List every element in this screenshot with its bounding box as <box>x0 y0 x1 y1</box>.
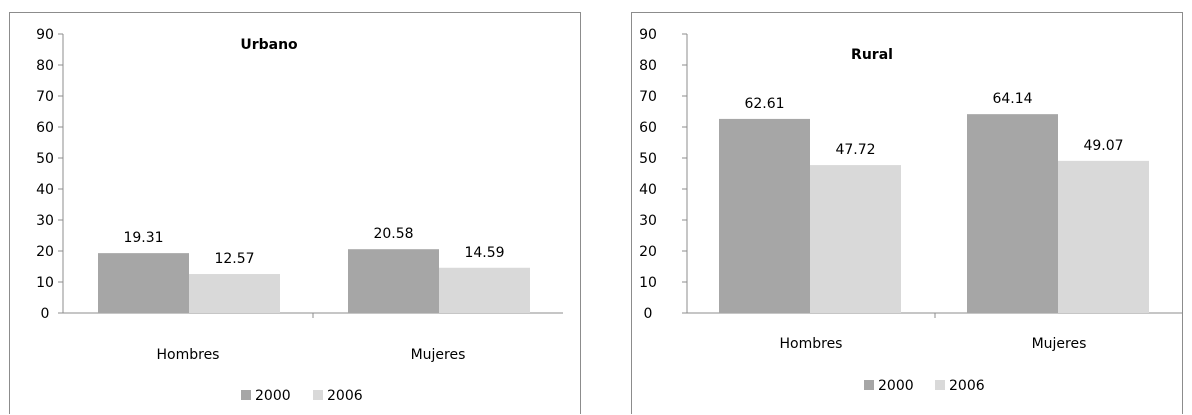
legend-label: 2006 <box>949 378 985 394</box>
data-label: 49.07 <box>1083 138 1123 154</box>
chart-title: Rural <box>851 47 893 63</box>
y-tick-label: 50 <box>36 151 54 167</box>
y-tick-label: 50 <box>639 151 657 167</box>
legend-label: 2000 <box>878 378 914 394</box>
y-tick-label: 80 <box>36 58 54 74</box>
bar-2006-mujeres <box>1058 160 1149 313</box>
y-tick-label: 30 <box>36 213 54 229</box>
bar-2006-mujeres <box>439 267 530 313</box>
chart-urbano: 0 10 20 30 40 50 60 70 80 90 19.31 12.57 Hombres 20.5… <box>36 27 563 404</box>
x-category-label: Hombres <box>780 336 843 352</box>
y-tick-label: 80 <box>639 58 657 74</box>
chart-panel-urbano: 0 10 20 30 40 50 60 70 80 90 19.31 12.57 Hombres 20.5… <box>9 12 581 414</box>
bar-2000-mujeres <box>967 114 1058 313</box>
data-label: 12.57 <box>214 251 254 267</box>
x-category-label: Hombres <box>157 347 220 363</box>
legend-label: 2000 <box>255 388 291 404</box>
y-tick-label: 10 <box>639 275 657 291</box>
y-tick-label: 60 <box>36 120 54 136</box>
legend-label: 2006 <box>327 388 363 404</box>
y-tick-label: 30 <box>639 213 657 229</box>
y-tick-label: 20 <box>639 244 657 260</box>
y-tick-label: 0 <box>644 306 653 322</box>
chart-title: Urbano <box>240 37 298 53</box>
legend-swatch-2000 <box>864 380 874 390</box>
y-tick-label: 20 <box>36 244 54 260</box>
y-tick-label: 60 <box>639 120 657 136</box>
x-category-label: Mujeres <box>411 347 466 363</box>
y-tick-label: 90 <box>36 27 54 43</box>
y-tick-label: 70 <box>36 89 54 105</box>
bar-2006-hombres <box>810 165 901 313</box>
data-label: 64.14 <box>992 91 1032 107</box>
y-tick-label: 0 <box>41 306 50 322</box>
y-tick-label: 90 <box>639 27 657 43</box>
legend-swatch-2006 <box>935 380 945 390</box>
data-label: 20.58 <box>373 226 413 242</box>
y-tick-label: 10 <box>36 275 54 291</box>
y-tick-label: 40 <box>639 182 657 198</box>
bar-2006-hombres <box>189 274 280 313</box>
data-label: 19.31 <box>123 230 163 246</box>
data-label: 47.72 <box>835 142 875 158</box>
bar-2000-hombres <box>719 118 810 313</box>
data-label: 14.59 <box>464 245 504 261</box>
bar-2000-hombres <box>98 253 189 313</box>
data-label: 62.61 <box>744 96 784 112</box>
x-category-label: Mujeres <box>1032 336 1087 352</box>
legend-swatch-2006 <box>313 390 323 400</box>
chart-rural: 0 10 20 30 40 50 60 70 80 90 62.61 47.72 Hombres 64.1… <box>639 27 1183 394</box>
chart-panel-rural: 0 10 20 30 40 50 60 70 80 90 62.61 47.72 Hombres 64.1… <box>631 12 1183 414</box>
y-tick-label: 40 <box>36 182 54 198</box>
legend-swatch-2000 <box>241 390 251 400</box>
y-tick-label: 70 <box>639 89 657 105</box>
bar-2000-mujeres <box>348 249 439 313</box>
